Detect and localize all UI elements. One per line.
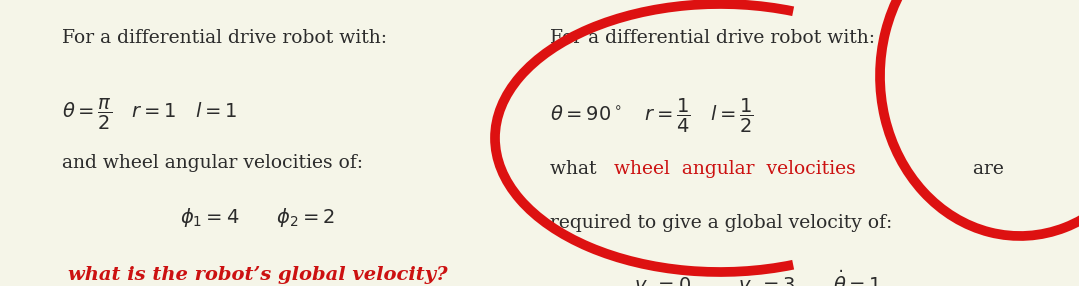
Text: what: what [549, 160, 609, 178]
Text: For a differential drive robot with:: For a differential drive robot with: [62, 29, 387, 47]
Text: required to give a global velocity of:: required to give a global velocity of: [549, 214, 892, 233]
Text: wheel  angular  velocities: wheel angular velocities [614, 160, 856, 178]
Text: $\phi_1 = 4 \qquad \phi_2 = 2$: $\phi_1 = 4 \qquad \phi_2 = 2$ [180, 206, 336, 229]
Text: what is the robot’s global velocity?: what is the robot’s global velocity? [68, 266, 448, 284]
Text: are: are [960, 160, 1003, 178]
Text: $\theta = 90^\circ \quad r = \dfrac{1}{4} \quad l = \dfrac{1}{2}$: $\theta = 90^\circ \quad r = \dfrac{1}{4… [549, 97, 753, 135]
Text: For a differential drive robot with:: For a differential drive robot with: [549, 29, 875, 47]
Text: $v_x = 0, \qquad v_y = 3 \qquad \dot{\theta} = 1$: $v_x = 0, \qquad v_y = 3 \qquad \dot{\th… [634, 269, 882, 286]
Text: and wheel angular velocities of:: and wheel angular velocities of: [62, 154, 363, 172]
Text: $\theta = \dfrac{\pi}{2} \quad r = 1 \quad l = 1$: $\theta = \dfrac{\pi}{2} \quad r = 1 \qu… [62, 97, 237, 132]
